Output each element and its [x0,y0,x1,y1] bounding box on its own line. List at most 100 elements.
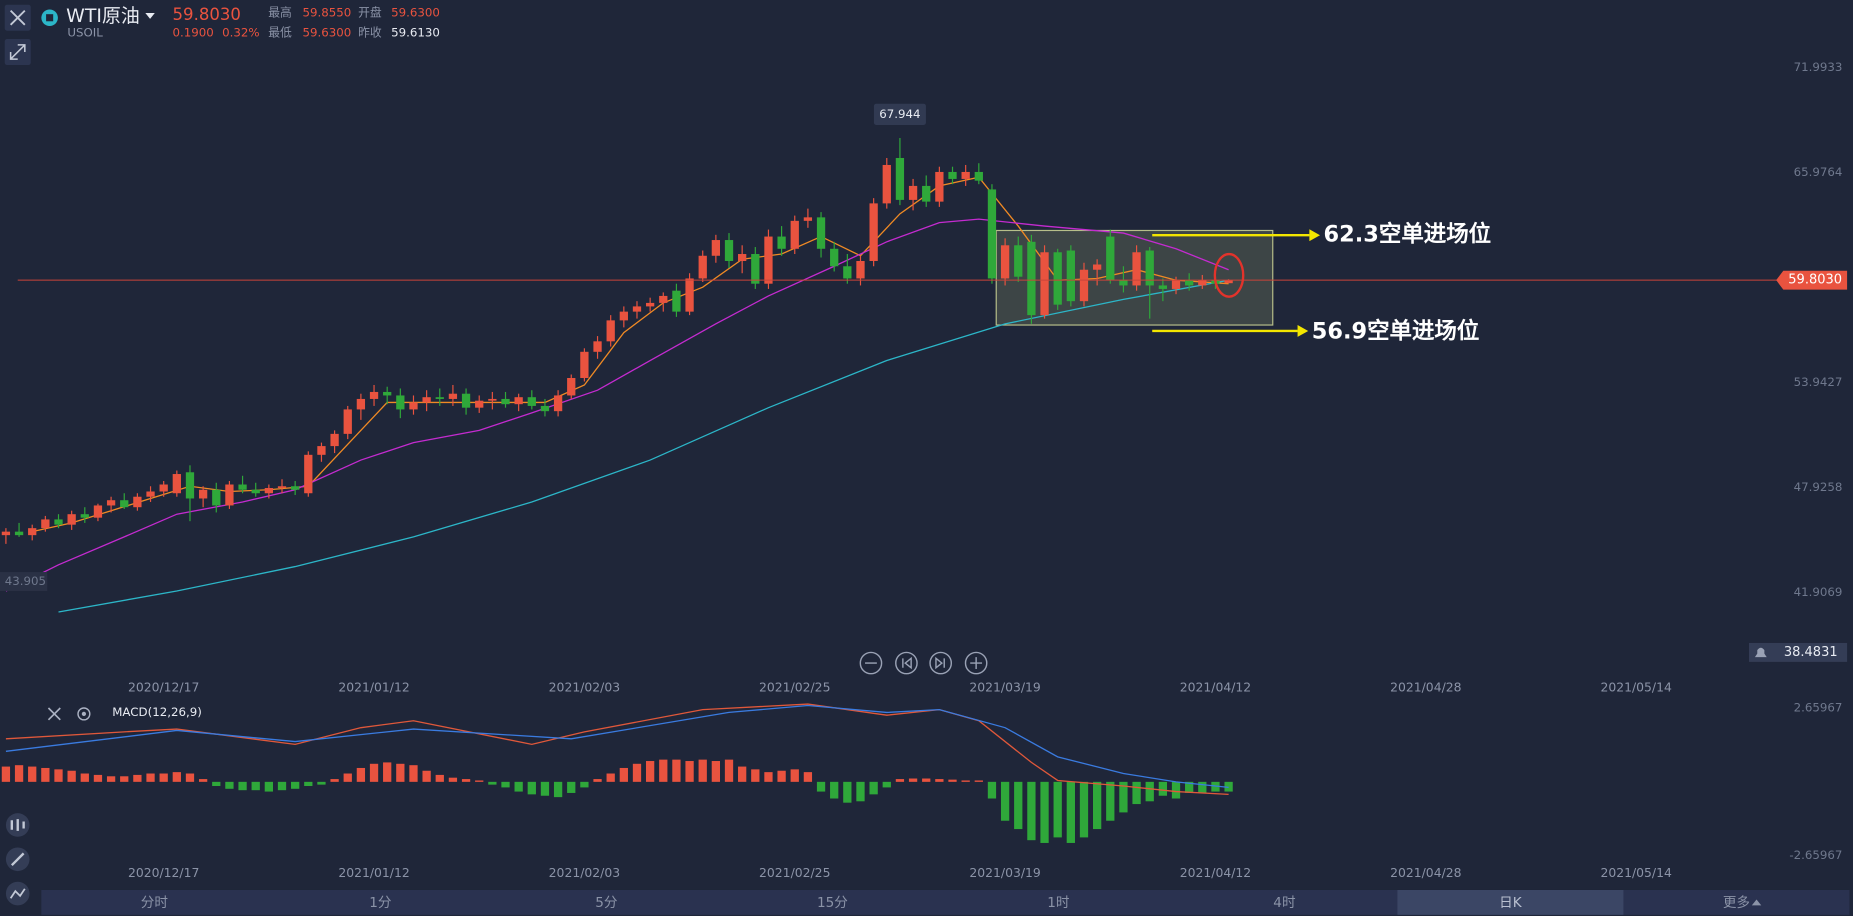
annotation: 62.3空单进场位 [1324,221,1492,248]
macd-bar [553,781,563,798]
toolbar-tab[interactable]: 1分 [369,895,392,911]
candle-body [553,395,563,412]
candle-body [225,484,234,506]
candle-body [816,217,826,249]
candle-body [540,405,550,412]
macd-bar [790,769,799,782]
macd-bar [198,779,208,782]
toolbar-tab[interactable]: 分时 [141,895,169,911]
macd-bar [1000,781,1010,821]
macd-bar [67,770,76,782]
candle-body [843,266,852,279]
macd-bar [396,763,405,782]
stat-label: 开盘 [358,6,382,20]
toolbar-tab[interactable]: 更多 [1723,894,1750,911]
y-tick-label: -2.65967 [1789,848,1842,862]
x-tick-label: 2021/03/19 [969,679,1041,694]
candle-body [343,409,352,434]
macd-bar [185,773,195,782]
macd-bar [343,773,352,782]
x-tick-label: 2021/04/12 [1180,865,1251,880]
left-tag [0,572,48,591]
macd-bar [593,779,602,782]
last-price-tag [1776,270,1848,290]
candle-body [238,484,247,490]
candle-body [738,254,747,262]
macd-bar [80,773,89,782]
macd-bar [1066,781,1075,843]
macd-close[interactable] [47,707,61,721]
x-tick-label: 2021/05/14 [1600,679,1672,694]
close-button[interactable] [4,4,31,31]
indicator-line [5,218,1229,592]
candle-body [1185,280,1194,286]
macd-bar [514,781,523,792]
macd-bar [1053,781,1062,838]
x-tick-label: 2021/01/12 [338,865,409,880]
side-tools[interactable] [5,813,30,906]
toolbar-tab[interactable]: 5分 [595,895,618,911]
x-tick-label: 2021/02/25 [759,865,830,880]
candle-body [527,397,536,406]
macd-bar [120,776,129,782]
candle-body [356,398,366,410]
candle-body [198,489,208,499]
x-tick-label: 2021/01/12 [338,679,409,694]
macd-bar [987,781,997,799]
candle-body [1079,269,1089,302]
toolbar-tab[interactable]: 日K [1499,895,1523,911]
alert-bell [1754,647,1767,658]
x-tick-label: 2021/02/03 [549,865,620,880]
candle-body [133,496,142,508]
macd-bar [317,781,326,785]
macd-bar [711,761,721,782]
symbol-name[interactable]: WTI原油 [66,5,140,27]
candle-body [961,171,970,179]
candle-body [711,240,721,256]
toolbar-tab[interactable]: 4时 [1273,895,1296,911]
collapse-button[interactable] [4,39,31,66]
candle-body [422,397,431,403]
symbol-dropdown[interactable] [145,13,155,19]
macd-bar [724,759,734,782]
candle-body [1224,280,1233,284]
candle-body [106,500,116,506]
macd-bar [488,781,497,785]
arrow-head [1297,325,1309,337]
macd-visibility[interactable] [77,707,91,721]
stat-label: 昨收 [358,26,382,40]
arrow-head [1309,229,1321,242]
y-tick-label: 71.9933 [1794,60,1843,74]
macd-bar [1119,781,1128,813]
macd-bar [856,781,865,802]
stat-value: 59.6130 [391,26,440,40]
macd-bar [369,763,379,782]
macd-bar [974,780,983,782]
candle-body [80,514,89,518]
candle-body [567,377,576,396]
macd-bar [356,767,366,782]
candle-body [291,486,300,490]
candle-body [593,341,602,352]
candle-body [632,306,642,312]
macd-bar [212,781,221,787]
stat-label: 最低 [268,26,292,40]
macd-bar [93,774,103,782]
macd-bar [1027,781,1036,841]
macd-bar [922,778,931,782]
candle-body [1040,252,1049,316]
high-tag [873,103,926,126]
candle-body [724,240,734,262]
candle-body [856,261,865,279]
macd-bar [830,781,839,799]
toolbar-tab[interactable]: 15分 [817,895,848,911]
y-tick-label: 41.9069 [1794,585,1843,599]
candle-body [922,185,931,202]
zoom-controls[interactable] [859,651,988,675]
macd-bar [54,769,63,782]
high-label: 67.944 [879,107,920,121]
toolbar-tab[interactable]: 1时 [1047,895,1070,911]
candle-body [330,433,339,447]
candle-body [435,397,444,399]
